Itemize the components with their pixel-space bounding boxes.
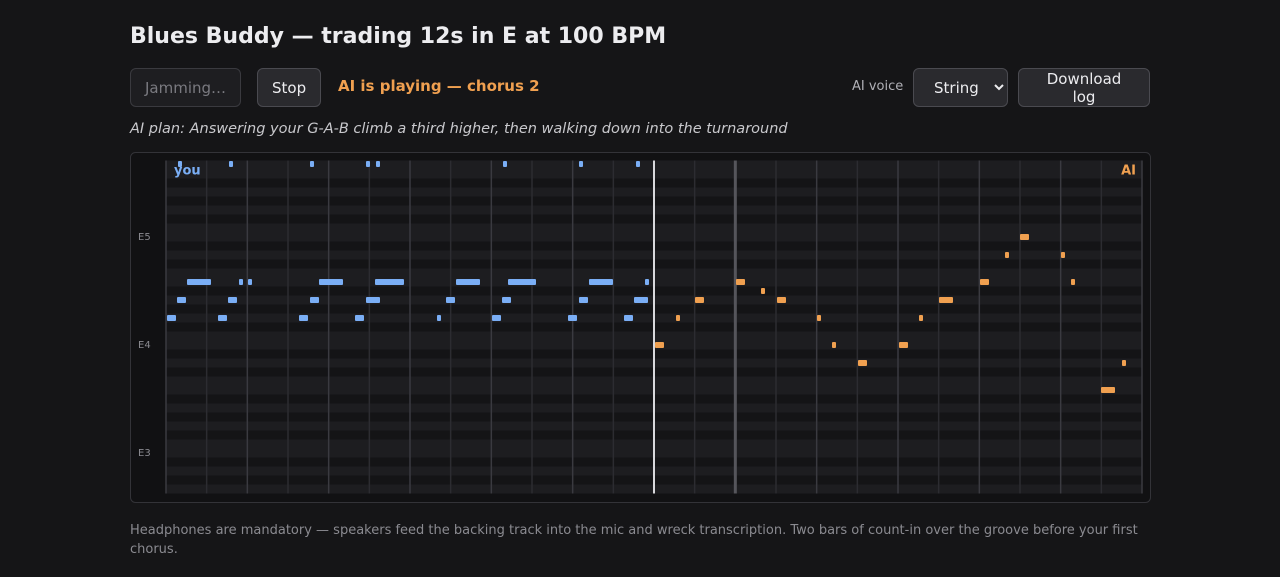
user-note	[636, 161, 640, 167]
pitch-label: E3	[138, 448, 151, 459]
ai-note	[832, 342, 836, 348]
ai-note	[899, 342, 908, 348]
ai-plan: AI plan: Answering your G-A-B climb a th…	[130, 121, 788, 137]
jam-button[interactable]: Jamming…	[130, 68, 241, 107]
user-note	[167, 315, 176, 321]
ai-note	[980, 279, 989, 285]
user-note	[366, 161, 370, 167]
user-note	[187, 279, 211, 285]
user-note	[178, 161, 182, 167]
ai-note	[1020, 234, 1029, 240]
ai-label: AI	[1121, 164, 1136, 179]
user-note	[568, 315, 577, 321]
ai-note	[858, 360, 867, 366]
ai-note	[777, 297, 786, 303]
user-note	[589, 279, 613, 285]
voice-label: AI voice	[852, 79, 904, 94]
status: AI is playing — chorus 2	[338, 77, 540, 95]
user-note	[229, 161, 233, 167]
you-label: you	[174, 164, 201, 179]
user-note	[228, 297, 237, 303]
user-note	[375, 279, 404, 285]
voice-select[interactable]: String	[913, 68, 1008, 107]
footer-note: Headphones are mandatory — speakers feed…	[130, 523, 1138, 557]
user-note	[319, 279, 343, 285]
user-note	[456, 279, 480, 285]
stop-button[interactable]: Stop	[257, 68, 321, 107]
user-note	[355, 315, 364, 321]
download-button[interactable]: Download log	[1018, 68, 1150, 107]
ai-note	[655, 342, 664, 348]
user-note	[579, 161, 583, 167]
pitch-label: E4	[138, 340, 151, 351]
user-note	[376, 161, 380, 167]
notes	[167, 161, 1126, 393]
user-note	[248, 279, 252, 285]
pitch-label: E5	[138, 232, 151, 243]
user-note	[503, 161, 507, 167]
user-note	[299, 315, 308, 321]
ai-note	[1061, 252, 1065, 258]
ai-note	[817, 315, 821, 321]
user-note	[446, 297, 455, 303]
user-note	[645, 279, 649, 285]
ai-note	[695, 297, 704, 303]
user-note	[366, 297, 380, 303]
user-note	[579, 297, 588, 303]
user-note	[624, 315, 633, 321]
user-note	[177, 297, 186, 303]
ai-note	[1101, 387, 1115, 393]
beat-lines	[165, 160, 1143, 494]
user-note	[239, 279, 243, 285]
ai-note	[919, 315, 923, 321]
user-note	[218, 315, 227, 321]
ai-note	[1122, 360, 1126, 366]
user-note	[508, 279, 536, 285]
user-note	[492, 315, 501, 321]
ai-note	[676, 315, 680, 321]
ai-note	[1071, 279, 1075, 285]
user-note	[502, 297, 511, 303]
ai-note	[1005, 252, 1009, 258]
user-note	[634, 297, 648, 303]
piano-roll: you AI E5 E4 E3	[130, 152, 1151, 503]
user-note	[310, 161, 314, 167]
user-note	[310, 297, 319, 303]
user-note	[437, 315, 441, 321]
ai-note	[736, 279, 745, 285]
page-title: Blues Buddy — trading 12s in E at 100 BP…	[130, 24, 667, 49]
ai-note	[939, 297, 953, 303]
ai-note	[761, 288, 765, 294]
